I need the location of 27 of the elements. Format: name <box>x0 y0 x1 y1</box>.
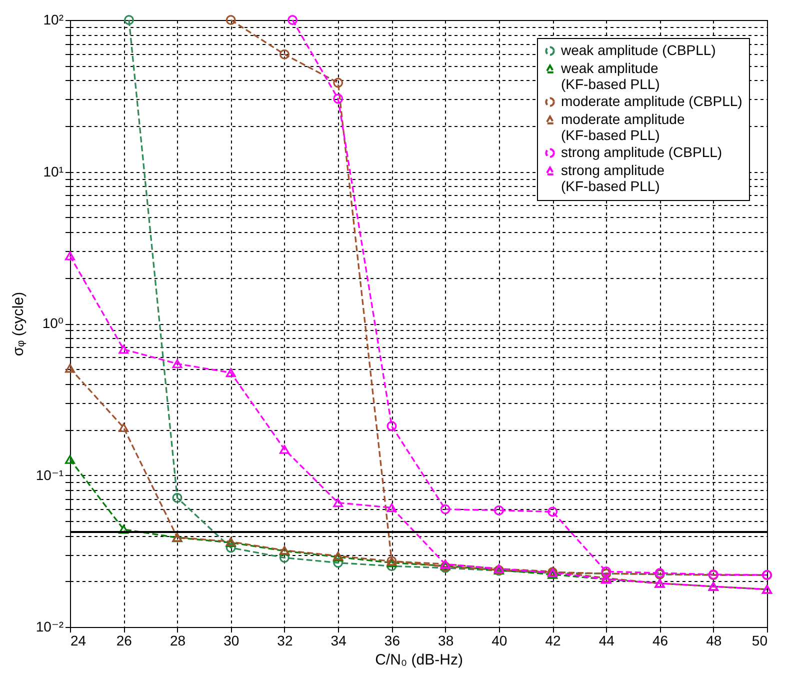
legend-label: weak amplitude (KF-based PLL) <box>560 60 660 92</box>
x-tick-label: 30 <box>224 632 240 648</box>
x-tick-label: 28 <box>170 632 186 648</box>
y-tick-label: 10¹ <box>43 163 64 180</box>
x-tick-label: 26 <box>116 632 132 648</box>
y-axis-title: σᵩ (cycle) <box>10 292 27 356</box>
x-tick-label: 32 <box>277 632 293 648</box>
x-tick-label: 40 <box>492 632 508 648</box>
x-axis-title: C/N₀ (dB-Hz) <box>375 652 463 668</box>
legend-label: weak amplitude (CBPLL) <box>560 42 716 58</box>
x-tick-label: 38 <box>438 632 454 648</box>
legend-label: strong amplitude (KF-based PLL) <box>561 162 665 194</box>
x-tick-label: 36 <box>384 632 400 648</box>
x-tick-label: 24 <box>70 632 86 648</box>
y-tick-label: 10⁻¹ <box>36 466 64 483</box>
x-tick-label: 48 <box>706 632 722 648</box>
y-tick-label: 10² <box>43 12 64 28</box>
legend-label: strong amplitude (CBPLL) <box>561 144 722 160</box>
x-tick-label: 34 <box>330 632 347 648</box>
x-tick-label: 46 <box>652 632 668 648</box>
x-tick-label: 50 <box>752 632 768 648</box>
legend-label: moderate amplitude (KF-based PLL) <box>561 111 685 143</box>
legend-label: moderate amplitude (CBPLL) <box>561 93 742 109</box>
x-tick-label: 44 <box>598 632 615 648</box>
y-tick-label: 10⁰ <box>42 315 64 331</box>
x-tick-label: 42 <box>545 632 562 648</box>
y-tick-label: 10⁻² <box>36 618 64 634</box>
